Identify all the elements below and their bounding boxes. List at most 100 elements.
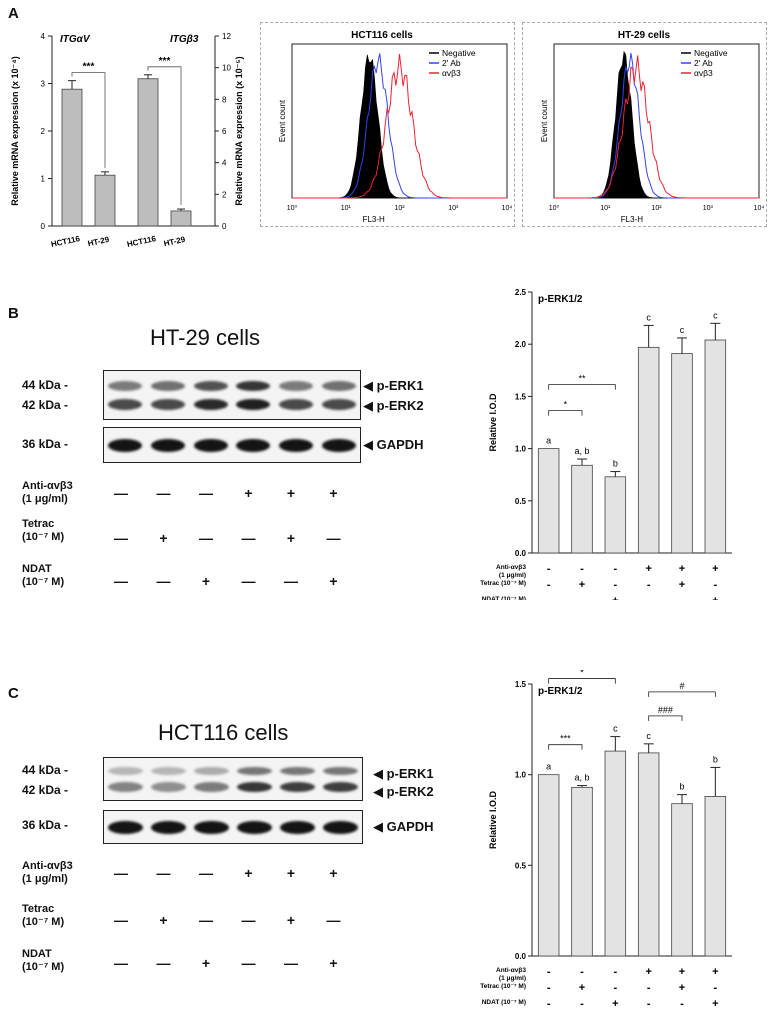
cond-b-tetrac-sign: +: [159, 530, 168, 546]
flow-hct116-legend-label: Negative: [442, 48, 476, 58]
cond-c-tetrac-sign: —: [326, 912, 341, 928]
perk-ht29-cond-label: Tetrac (10⁻⁷ M): [480, 580, 526, 587]
cond-b-anti: Anti-αvβ3 (1 μg/ml): [22, 480, 73, 506]
blot-b-gapdh: [103, 427, 361, 463]
cond-b-anti-l1: Anti-αvβ3: [22, 480, 73, 492]
band-b-perk2: ◀ p-ERK2: [363, 398, 424, 413]
cond-b-tetrac-sign: —: [199, 530, 213, 546]
perk-hct116-cond-sublabel: (1 μg/ml): [499, 975, 526, 982]
cond-b-anti-sign: —: [156, 485, 171, 501]
perk-hct116-cond-sign: +: [712, 966, 718, 978]
flow-hct116-tick-label: 10²: [394, 205, 405, 212]
flow-hct116-xlabel: FL3-H: [363, 215, 385, 224]
panel-label-c: C: [8, 685, 19, 702]
flow-hct116-panel: [260, 22, 515, 227]
blot-b-gapdh-band: [236, 439, 271, 452]
blot-c-gapdh-band: [151, 821, 186, 834]
blot-b-perk: [103, 370, 361, 420]
blot-c-perk: [103, 757, 363, 801]
perk-hct116-cond-sign: -: [613, 982, 617, 994]
perk-ht29-title: p-ERK1/2: [538, 294, 583, 305]
cond-c-anti-sign: —: [156, 865, 171, 881]
blot-c-gapdh-band: [108, 821, 143, 834]
blot-c-perk-band: [323, 767, 358, 775]
perk-hct116-bar: [571, 786, 593, 957]
flow-hct116-ylabel: Event count: [278, 99, 287, 142]
blot-c-perk-band: [151, 782, 186, 792]
mrna-itgav-category-label: HCT116: [50, 234, 81, 249]
cond-b-tetrac: Tetrac (10⁻⁷ M): [22, 518, 64, 544]
mrna-right-tick-label: 2: [222, 190, 227, 199]
mrna-itgb3-bar: [137, 78, 159, 227]
perk-hct116-bar: [671, 803, 693, 957]
cond-b-tetrac-sign: —: [241, 530, 256, 546]
cond-b-anti-sign: +: [286, 485, 296, 501]
cond-c-anti-sign: —: [199, 865, 213, 881]
perk-ht29-letter-label: c: [646, 312, 651, 322]
kda-44-c: 44 kDa -: [22, 763, 69, 777]
perk-hct116-cond-label: Anti-αvβ3: [496, 967, 526, 974]
perk-ht29-cond-sign: -: [580, 595, 584, 600]
cond-c-ndat-sign: —: [114, 955, 128, 971]
flow-hct116-frame: [291, 43, 508, 199]
flow-hct116-avb3-histogram: [292, 54, 507, 199]
flow-ht29-legend-label: Negative: [694, 48, 728, 58]
cond-c-ndat-sign: —: [241, 955, 256, 971]
mrna-left-title: ITGαV: [60, 34, 91, 45]
flow-hct116-tick-label: 10⁴: [502, 205, 513, 212]
blot-c-perk-band: [280, 767, 315, 775]
kda-42-b: 42 kDa -: [22, 398, 69, 412]
blot-b-perk-band: [150, 381, 186, 391]
panel-label-b: B: [8, 305, 19, 322]
cond-c-anti-l1: Anti-αvβ3: [22, 860, 73, 872]
perk-ht29-y-tick-label: 2.0: [515, 340, 527, 349]
cond-b-anti-sign: +: [244, 485, 253, 501]
mrna-left-tick-label: 2: [41, 127, 46, 136]
perk-hct116-cond-label: Tetrac (10⁻⁷ M): [480, 983, 526, 990]
perk-hct116-cond-sign: +: [679, 966, 685, 978]
perk-ht29-chart: 0.0 0.5 1.0 1.5 2.0 2.5 Relative I.O.D p-ERK1/2…: [480, 288, 732, 600]
mrna-right-tick-label: 0: [222, 222, 227, 231]
blot-b-perk-band: [321, 399, 356, 410]
flow-hct116-plot: HCT116 cells 10⁰ 10¹ 10² 10³ 10⁴ FL3-H Event c…: [278, 30, 513, 224]
perk-ht29-cond-sublabel: (1 μg/ml): [499, 572, 526, 579]
perk-ht29-sig-bracket: [548, 384, 616, 390]
cond-b-anti-sign: —: [114, 485, 128, 501]
perk-hct116-cond-sign: -: [613, 966, 617, 978]
perk-hct116-cond-sign: -: [547, 966, 551, 978]
flow-ht29-title: HT-29 cells: [618, 30, 671, 41]
flow-ht29-legend-label: 2' Ab: [694, 58, 713, 68]
cond-c-tetrac-l2: (10⁻⁷ M): [22, 916, 65, 928]
perk-hct116-cond-sign: -: [647, 998, 651, 1010]
perk-hct116-letter-label: b: [679, 782, 684, 792]
mrna-right-tick-label: 12: [222, 32, 231, 41]
perk-hct116-letter-label: c: [613, 724, 618, 734]
cond-c-ndat-sign: +: [329, 955, 338, 971]
perk-hct116-bar: [604, 750, 627, 957]
flow-ht29-plot: HT-29 cells 10⁰ 10¹ 10² 10³ 10⁴ FL3-H Event co…: [540, 30, 764, 224]
mrna-left-tick-label: 4: [41, 32, 46, 41]
perk-ht29-sig-label: **: [578, 374, 586, 384]
perk-ht29-cond-label: Anti-αvβ3: [496, 564, 526, 571]
perk-hct116-cond-sign: -: [580, 998, 584, 1010]
mrna-left-tick-label: 1: [41, 175, 46, 184]
perk-hct116-cond-sign: -: [680, 998, 684, 1010]
cond-c-anti-sign: +: [329, 865, 338, 881]
kda-36-c: 36 kDa -: [22, 818, 69, 832]
perk-hct116-title: p-ERK1/2: [538, 686, 583, 697]
flow-ht29-tick-label: 10³: [703, 205, 714, 212]
perk-ht29-cond-sign: -: [647, 579, 651, 591]
mrna-right-tick-label: 6: [222, 127, 227, 136]
cond-b-tetrac-l2: (10⁻⁷ M): [22, 531, 65, 543]
perk-ht29-cond-sign: +: [712, 595, 718, 600]
kda-36-b: 36 kDa -: [22, 437, 69, 451]
cond-c-ndat-l1: NDAT: [22, 948, 52, 960]
cond-c-ndat-sign: +: [201, 955, 211, 971]
perk-hct116-chart: 0.0 0.5 1.0 1.5 Relative I.O.D p-ERK1/2 a a, b c…: [480, 670, 732, 1010]
cond-b-anti-sign: —: [199, 485, 213, 501]
flow-hct116-tick-label: 10⁰: [287, 204, 298, 212]
mrna-itgb3-sig-label: ***: [159, 56, 171, 67]
perk-ht29-cond-sign: +: [645, 563, 651, 575]
perk-ht29-y-tick-label: 1.0: [515, 445, 527, 454]
mrna-itgav-sig-bracket: [71, 72, 106, 168]
